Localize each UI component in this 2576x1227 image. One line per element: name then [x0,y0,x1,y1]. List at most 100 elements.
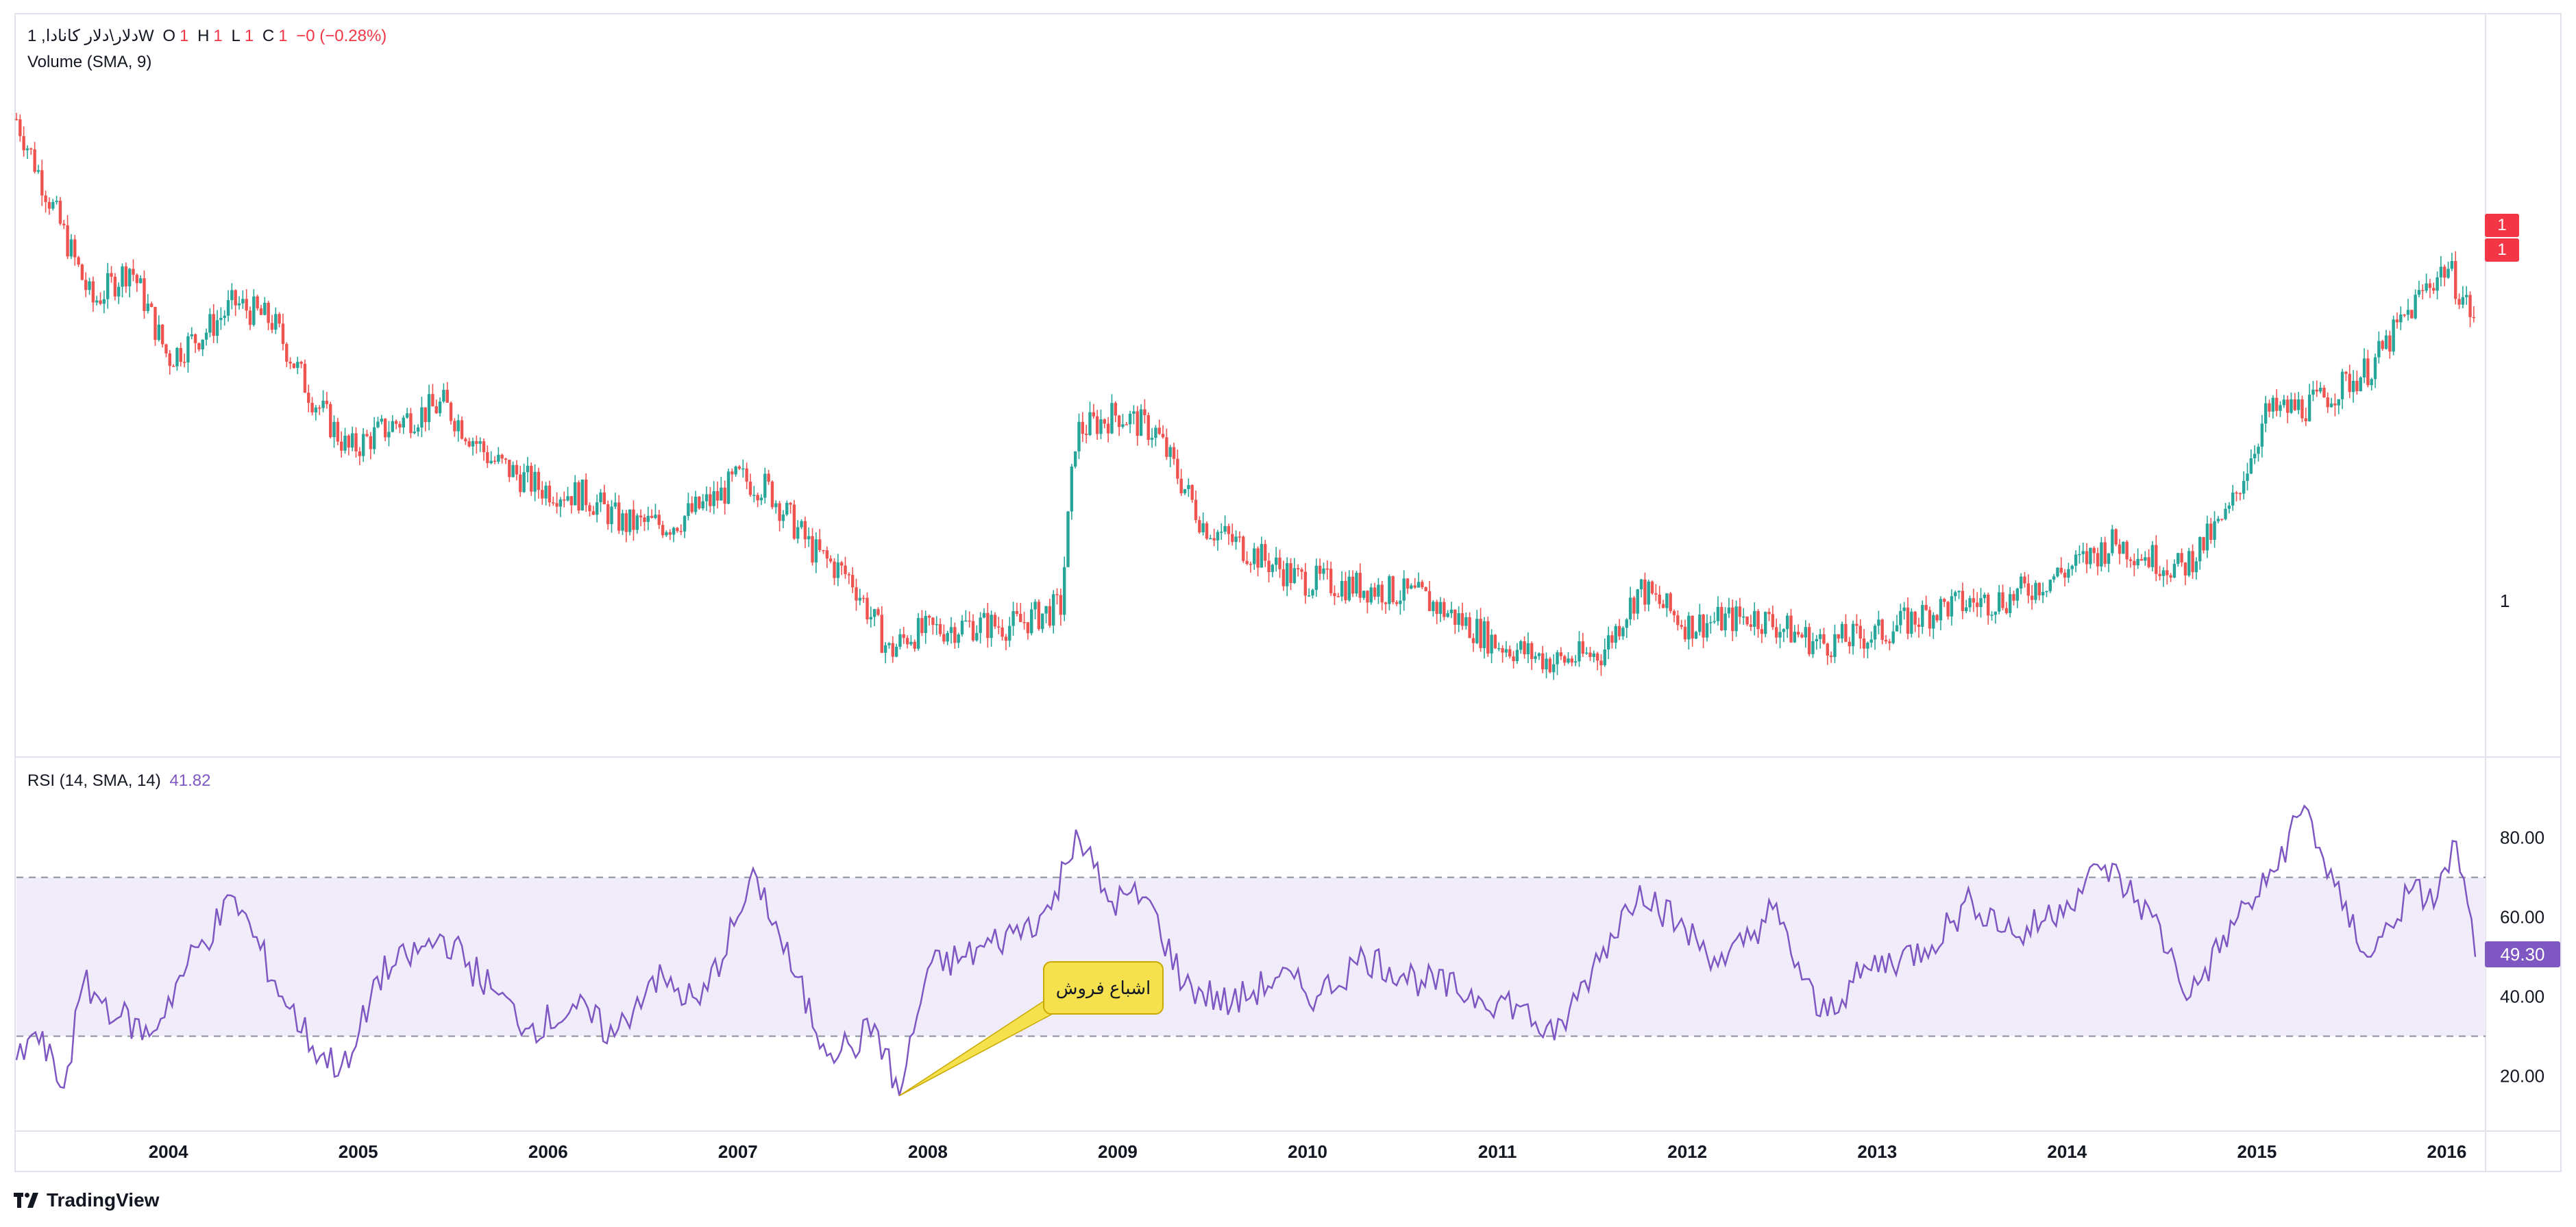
candle [946,630,949,645]
candle [613,493,617,510]
candle [372,417,376,454]
candle [1242,535,1245,563]
candle [1062,556,1066,621]
candle [668,529,672,541]
candle [1848,636,1851,654]
time-tick-label: 2012 [1667,1141,1707,1162]
candle [2322,385,2326,398]
time-tick-label: 2014 [2047,1141,2087,1162]
candle [1526,632,1530,664]
candle [2026,574,2031,604]
candle [2078,545,2081,564]
candle [1267,552,1271,583]
candle [822,549,825,554]
candle [869,606,872,628]
candle [1691,615,1694,647]
candle [1380,580,1384,610]
candle [1628,586,1632,625]
candle [559,497,563,517]
candle [2166,559,2169,585]
candle [1041,613,1044,633]
candle [361,427,365,462]
symbol-title[interactable]: دلار\دلار کانادا, 1W [27,27,154,45]
candle [2136,548,2139,569]
candle [387,421,391,447]
candle [1410,583,1413,590]
candle [1906,597,1910,640]
candle [1515,643,1519,664]
candle [2461,286,2465,308]
candle [1099,409,1103,439]
candle [2034,580,2037,604]
candle [1592,650,1595,662]
candle [2172,559,2176,579]
candle [646,506,650,530]
candle [1187,478,1190,497]
candle [628,509,632,536]
candle [1782,628,1786,643]
candle [1508,645,1512,659]
candlestick-series [14,112,2476,680]
candle [2406,299,2410,321]
candle [2307,384,2311,422]
candle [971,614,975,642]
candle [1921,600,1924,634]
candle [2096,547,2100,575]
candle [296,356,299,375]
candle [1413,578,1416,589]
candle [1092,404,1096,419]
candle [1621,625,1625,641]
candle [1220,523,1223,540]
candle [413,425,416,434]
candle [267,301,270,330]
candle [179,343,182,367]
tradingview-logo[interactable]: TradingView [14,1189,159,1211]
candle [2107,553,2111,573]
candle [924,610,927,644]
candle [2399,306,2403,331]
candle [1066,511,1070,568]
candle [1676,610,1680,631]
change-value: −0 (−0.28%) [296,27,387,45]
rsi-tick-label: 40.00 [2500,987,2544,1007]
candle [1362,591,1366,600]
candle [1833,624,1837,664]
candle [91,276,95,312]
candle [175,347,179,371]
candle [1785,612,1789,639]
volume-legend[interactable]: Volume (SMA, 9) [27,53,152,71]
candle [259,305,263,316]
candle [1325,560,1329,580]
candle [1212,528,1216,547]
candle [2037,582,2041,601]
candle [168,350,171,375]
candle [1961,582,1965,619]
candle [1303,562,1308,604]
candle [402,415,405,434]
candle [1084,425,1088,443]
candle [1578,631,1581,667]
candle [1855,614,1859,634]
candle [701,494,704,511]
oversold-annotation[interactable]: اشباع فروش [1043,961,1164,1015]
candle [563,491,566,508]
candle [113,273,117,301]
candle [2158,566,2161,581]
candle [2326,392,2329,413]
candle [1910,608,1913,638]
candle [1902,602,1906,620]
candle [759,494,763,506]
candle [726,469,731,505]
candle [1822,628,1826,645]
candle [1176,449,1179,484]
rsi-legend[interactable]: RSI (14, SMA, 14) 41.82 [27,771,214,791]
candle [391,415,395,433]
candle [1698,604,1702,636]
candle [99,292,102,306]
candle [1987,592,1990,625]
candle [2457,293,2461,310]
candle [40,160,44,206]
candle [2015,587,2020,608]
candle [1859,619,1862,649]
